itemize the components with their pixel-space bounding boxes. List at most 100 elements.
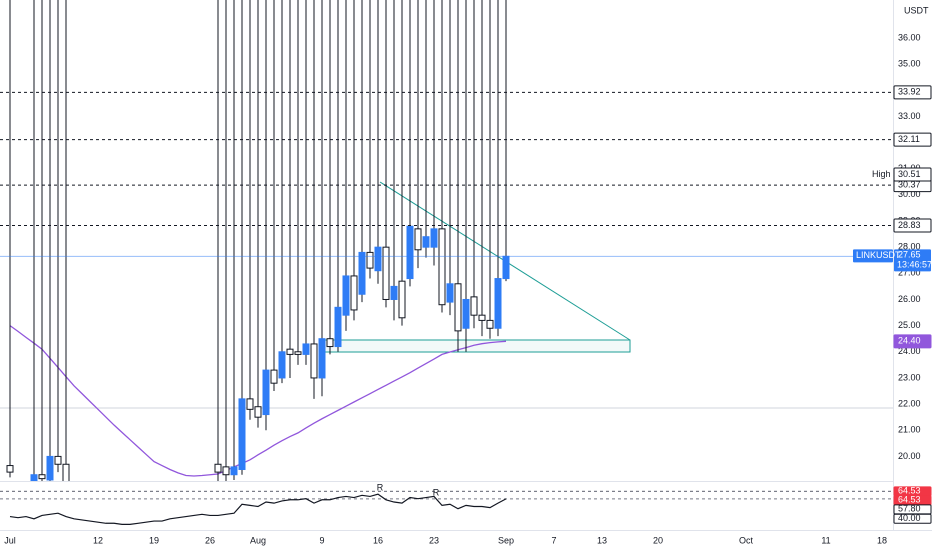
candle-body <box>286 348 294 355</box>
candle-body <box>270 369 278 384</box>
candle-body <box>278 351 286 379</box>
candle-body <box>414 228 422 251</box>
rsi-level-label-box <box>893 513 932 524</box>
price-line-label-box <box>893 218 932 233</box>
price-line-label: 30.37 <box>898 180 921 190</box>
countdown-label: 13:46:57 <box>897 260 932 270</box>
candle-body <box>262 369 270 416</box>
symbol-box <box>853 249 893 263</box>
candle-body <box>254 406 262 418</box>
candle-body <box>478 314 486 321</box>
x-tick-label: Jul <box>4 535 16 545</box>
candle-body <box>390 285 398 300</box>
candle-body <box>502 255 510 280</box>
y-tick-label: 24.00 <box>898 346 921 356</box>
x-tick-label: Aug <box>250 535 266 545</box>
x-tick-label: 20 <box>653 535 663 545</box>
last-price-box <box>894 249 931 272</box>
candle-body <box>62 463 70 481</box>
candle-body <box>46 455 54 481</box>
rsi-line <box>9 493 507 526</box>
y-tick-label: 27.00 <box>898 268 921 278</box>
candle-body <box>350 275 358 311</box>
y-tick-label: 28.00 <box>898 242 921 252</box>
price-axis: USDT 20.00 21.00 22.00 23.00 24.00 25.00 26.00… <box>853 0 932 530</box>
support-zone <box>322 339 631 353</box>
y-tick-label: 20.00 <box>898 451 921 461</box>
y-tick-label: 25.00 <box>898 320 921 330</box>
last-price-label: 27.65 <box>898 250 921 260</box>
candle-body <box>6 465 14 473</box>
candle-body <box>470 296 478 316</box>
x-tick-label: Oct <box>739 535 754 545</box>
price-pane <box>0 0 893 481</box>
ma-label-box <box>893 334 932 349</box>
candle-body <box>30 474 38 481</box>
candle-body <box>454 283 462 332</box>
x-tick-label: Sep <box>498 535 514 545</box>
candle-body <box>310 343 318 379</box>
rsi-level-label: 64.53 <box>898 486 921 496</box>
candle-body <box>326 338 334 348</box>
y-tick-label: 21.00 <box>898 425 921 435</box>
y-tick-label: 23.00 <box>898 372 921 382</box>
x-tick-label: 18 <box>877 535 887 545</box>
candle-body <box>366 251 374 269</box>
candle-body <box>318 338 326 379</box>
candle-body <box>246 398 254 410</box>
moving-average <box>9 325 507 477</box>
candle-body <box>230 466 238 476</box>
signal-marker: R <box>377 482 384 492</box>
candle-body <box>334 306 342 348</box>
candle-body <box>222 466 230 476</box>
candle-body <box>358 251 366 295</box>
x-tick-label: 23 <box>429 535 439 545</box>
price-line-label: 28.83 <box>898 220 921 230</box>
x-tick-label: 13 <box>597 535 607 545</box>
ma-label: 24.40 <box>898 336 921 346</box>
x-tick-label: 7 <box>551 535 556 545</box>
candle-body <box>398 280 406 319</box>
y-tick-label: 30.00 <box>898 189 921 199</box>
rsi-level-label: 40.00 <box>898 513 921 523</box>
price-line-label: 32.11 <box>898 134 920 144</box>
y-tick-label: 33.00 <box>898 111 921 121</box>
y-tick-label: 36.00 <box>898 32 921 42</box>
y-tick-label: 35.00 <box>898 58 921 68</box>
candle-body <box>294 351 302 355</box>
candle-body <box>406 225 414 280</box>
x-tick-label: 26 <box>205 535 215 545</box>
candle-body <box>438 228 446 306</box>
candle-body <box>382 246 390 300</box>
price-line-label-box <box>893 85 932 100</box>
x-tick-label: 19 <box>149 535 159 545</box>
candle-body <box>302 343 310 355</box>
high-value-box <box>893 167 932 182</box>
candle-body <box>238 398 246 470</box>
currency-label: USDT <box>904 5 929 15</box>
y-tick-label: 26.00 <box>898 294 921 304</box>
candle-body <box>214 463 222 473</box>
x-tick-label: 16 <box>373 535 383 545</box>
rsi-level-label: 57.80 <box>898 504 921 514</box>
candle-body <box>462 298 470 329</box>
candle-body <box>486 319 494 329</box>
candle-body <box>38 474 46 480</box>
candle-body <box>494 278 502 329</box>
price-line-label: 33.92 <box>898 87 921 97</box>
x-tick-label: 9 <box>319 535 324 545</box>
candle-body <box>446 283 454 303</box>
candle-body <box>422 236 430 248</box>
symbol-label: LINKUSDT <box>856 250 901 260</box>
candle-body <box>430 228 438 248</box>
candle-body <box>374 246 382 272</box>
candle-body <box>342 275 350 316</box>
high-label: High <box>872 169 891 179</box>
price-line-label-box <box>893 132 932 147</box>
signal-marker: R <box>433 487 440 497</box>
x-tick-label: 11 <box>821 535 830 545</box>
rsi-level-label: 64.53 <box>898 495 921 505</box>
rsi-pane <box>0 490 893 526</box>
